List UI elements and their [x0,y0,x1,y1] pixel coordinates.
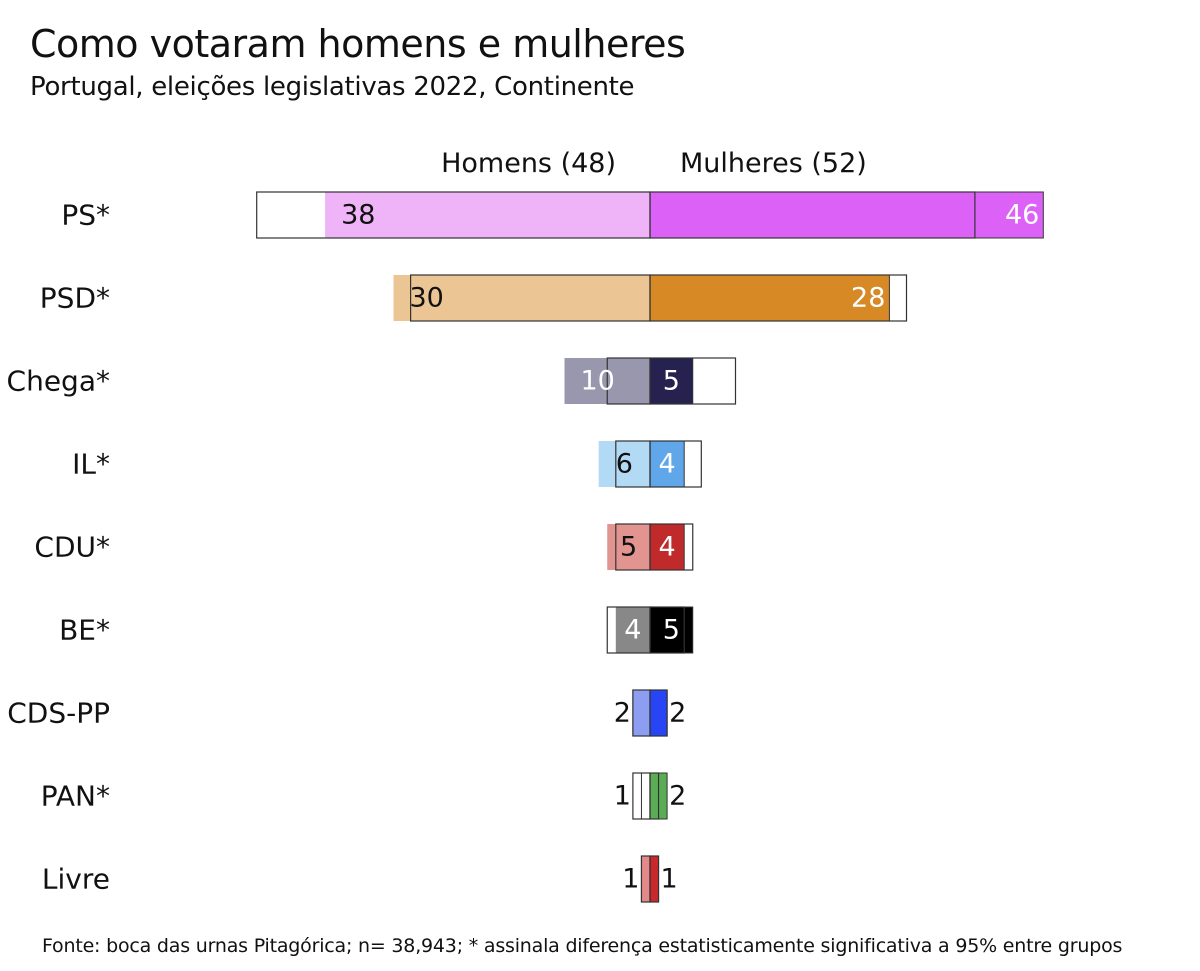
value-label-mulheres-il: 4 [659,449,676,480]
outline-mulheres-psd [649,274,908,322]
value-label-homens-cds-pp: 2 [614,698,631,729]
bar-homens-be [615,607,650,653]
outline-mulheres-il [649,440,702,488]
bar-homens-pan [640,772,651,820]
series-label-mulheres: Mulheres (52) [680,148,867,179]
category-label-cdu: CDU* [34,531,110,564]
outline-mulheres-cds-pp [649,689,668,737]
bar-mulheres-cds-pp [649,689,668,737]
bar-homens-cdu [607,524,650,570]
category-label-psd: PSD* [40,282,110,315]
bar-mulheres-ps [649,191,1044,239]
value-label-homens-pan: 1 [614,781,631,812]
value-label-homens-chega: 10 [581,366,615,397]
category-label-cds-pp: CDS-PP [7,697,110,730]
bar-homens-il [598,441,650,487]
bar-homens-cds-pp [632,689,651,737]
value-label-mulheres-cds-pp: 2 [669,698,686,729]
value-label-mulheres-pan: 2 [669,781,686,812]
value-label-homens-cdu: 5 [620,532,637,563]
value-label-mulheres-psd: 28 [851,283,885,314]
value-label-mulheres-ps: 46 [1005,200,1039,231]
outline-mulheres-pan [649,772,660,820]
category-label-be: BE* [59,614,110,647]
value-label-homens-be: 4 [624,615,641,646]
chart-title: Como votaram homens e mulheres [30,22,686,66]
category-label-livre: Livre [42,863,110,896]
bar-homens-psd [393,275,650,321]
value-label-mulheres-chega: 5 [663,366,680,397]
value-label-mulheres-be: 5 [663,615,680,646]
value-label-homens-livre: 1 [622,864,639,895]
outline-mulheres-ps [649,191,976,239]
chart-subtitle: Portugal, eleições legislativas 2022, Co… [30,72,635,102]
bar-mulheres-livre [649,855,660,903]
source-note: Fonte: boca das urnas Pitagórica; n= 38,… [42,935,1123,957]
outline-mulheres-cdu [649,523,694,571]
category-label-ps: PS* [61,199,110,232]
bar-mulheres-cdu [649,523,685,571]
bar-homens-ps [325,192,650,238]
category-label-pan: PAN* [41,780,110,813]
value-label-mulheres-livre: 1 [661,864,678,895]
series-label-homens: Homens (48) [441,148,616,179]
value-label-homens-ps: 38 [341,200,375,231]
category-label-chega: Chega* [7,365,110,398]
outline-mulheres-livre [649,855,660,903]
bar-homens-livre [640,855,651,903]
outline-mulheres-chega [649,357,737,405]
outline-mulheres-be [649,606,685,654]
category-label-il: IL* [72,448,110,481]
value-label-mulheres-cdu: 4 [659,532,676,563]
value-label-homens-il: 6 [616,449,633,480]
bar-mulheres-chega [649,357,694,405]
value-label-homens-psd: 30 [410,283,444,314]
